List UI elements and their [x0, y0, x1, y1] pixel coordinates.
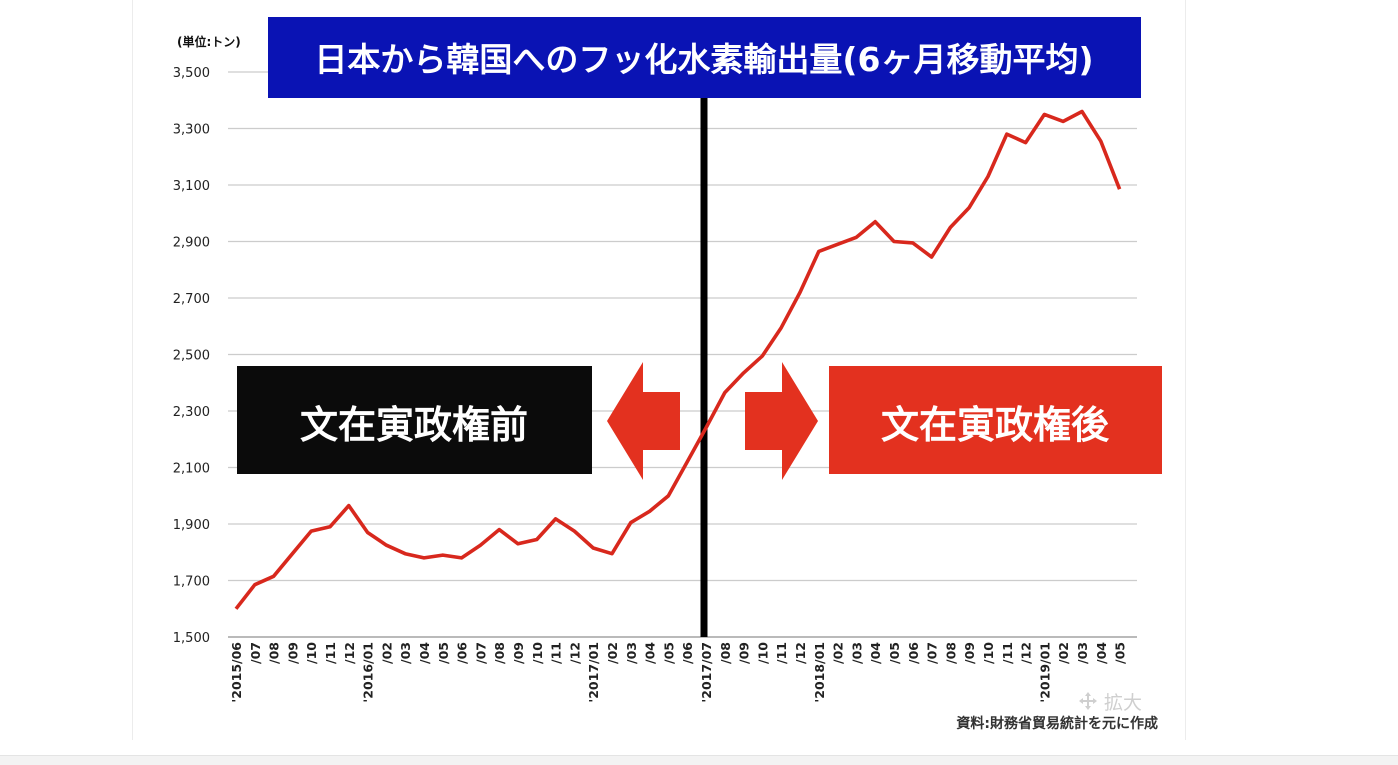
x-tick-label: /04	[1094, 642, 1109, 664]
x-tick-label: /10	[981, 642, 996, 664]
move-arrows-icon	[1078, 691, 1098, 711]
y-tick-label: 2,900	[173, 236, 210, 251]
after-label: 文在寅政権後	[881, 403, 1110, 447]
x-tick-label: /09	[285, 642, 300, 664]
x-tick-label: /12	[342, 642, 357, 664]
x-tick-label: /10	[755, 642, 770, 664]
x-tick-label: '2018/01	[812, 642, 827, 703]
x-tick-label: /04	[417, 642, 432, 664]
y-tick-label: 2,700	[173, 292, 210, 307]
x-tick-label: /08	[718, 642, 733, 664]
x-tick-label: /09	[511, 642, 526, 664]
x-tick-label: '2017/01	[586, 642, 601, 703]
x-tick-label: /05	[436, 642, 451, 664]
x-tick-label: /08	[267, 642, 282, 664]
right-arrow-icon	[745, 362, 818, 480]
x-tick-label: /12	[793, 642, 808, 664]
x-tick-label: /06	[680, 642, 695, 664]
x-tick-label: /04	[868, 642, 883, 664]
y-tick-label: 2,300	[173, 405, 210, 420]
x-tick-label: /07	[925, 642, 940, 664]
title-banner	[268, 17, 1141, 98]
x-tick-label: /11	[774, 642, 789, 664]
x-tick-label: /02	[1056, 642, 1071, 664]
x-tick-label: /06	[455, 642, 470, 664]
x-tick-label: /11	[549, 642, 564, 664]
y-tick-label: 3,500	[173, 66, 210, 81]
series-line	[234, 109, 1122, 610]
x-tick-label: '2017/07	[699, 642, 714, 703]
x-tick-label: '2016/01	[361, 642, 376, 703]
zoom-button[interactable]: 拡大	[1078, 689, 1168, 714]
zoom-label: 拡大	[1104, 691, 1143, 714]
y-tick-labels: 1,500 1,700 1,900 2,100 2,300 2,500 2,700 2,900…	[173, 66, 210, 646]
x-tick-label: /05	[887, 642, 902, 664]
x-tick-label: /07	[248, 642, 263, 664]
x-tick-label: /03	[624, 642, 639, 664]
x-tick-label: /11	[323, 642, 338, 664]
y-tick-label: 1,700	[173, 575, 210, 590]
after-label-box	[829, 366, 1162, 474]
x-tick-label: /05	[1113, 642, 1128, 664]
x-tick-label: /11	[1000, 642, 1015, 664]
x-tick-label: /10	[304, 642, 319, 664]
x-tick-label: '2019/01	[1037, 642, 1052, 703]
x-tick-label: '2015/06	[229, 642, 244, 703]
x-tick-label: /06	[906, 642, 921, 664]
chart-title: 日本から韓国へのフッ化水素輸出量(6ヶ月移動平均)	[314, 40, 1093, 79]
x-tick-label: /08	[492, 642, 507, 664]
y-tick-label: 3,100	[173, 179, 210, 194]
unit-label: (単位:トン)	[177, 34, 241, 49]
y-tick-label: 2,100	[173, 462, 210, 477]
left-arrow-icon	[607, 362, 680, 480]
x-tick-label: /12	[567, 642, 582, 664]
y-tick-label: 3,300	[173, 123, 210, 138]
x-tick-label: /03	[849, 642, 864, 664]
y-tick-label: 2,500	[173, 349, 210, 364]
x-tick-label: /02	[379, 642, 394, 664]
x-tick-label: /12	[1019, 642, 1034, 664]
x-tick-label: /02	[605, 642, 620, 664]
x-tick-label: /08	[943, 642, 958, 664]
y-tick-label: 1,900	[173, 518, 210, 533]
gridlines	[228, 71, 1137, 638]
x-tick-label: /07	[473, 642, 488, 664]
x-tick-label: /02	[831, 642, 846, 664]
x-tick-label: /09	[962, 642, 977, 664]
x-tick-labels: '2015/06/07/08/09/10/11/12 '2016/01/02/03…	[229, 642, 1128, 703]
x-tick-label: /03	[398, 642, 413, 664]
y-tick-label: 1,500	[173, 631, 210, 646]
x-tick-label: /10	[530, 642, 545, 664]
x-tick-label: /09	[737, 642, 752, 664]
x-tick-label: /03	[1075, 642, 1090, 664]
before-label: 文在寅政権前	[300, 403, 528, 447]
source-note: 資料:財務省貿易統計を元に作成	[956, 715, 1158, 732]
series-layer	[234, 109, 1122, 610]
x-tick-label: /05	[661, 642, 676, 664]
page-bottom-divider	[0, 755, 1398, 765]
before-label-box	[237, 366, 592, 474]
x-tick-label: /04	[643, 642, 658, 664]
